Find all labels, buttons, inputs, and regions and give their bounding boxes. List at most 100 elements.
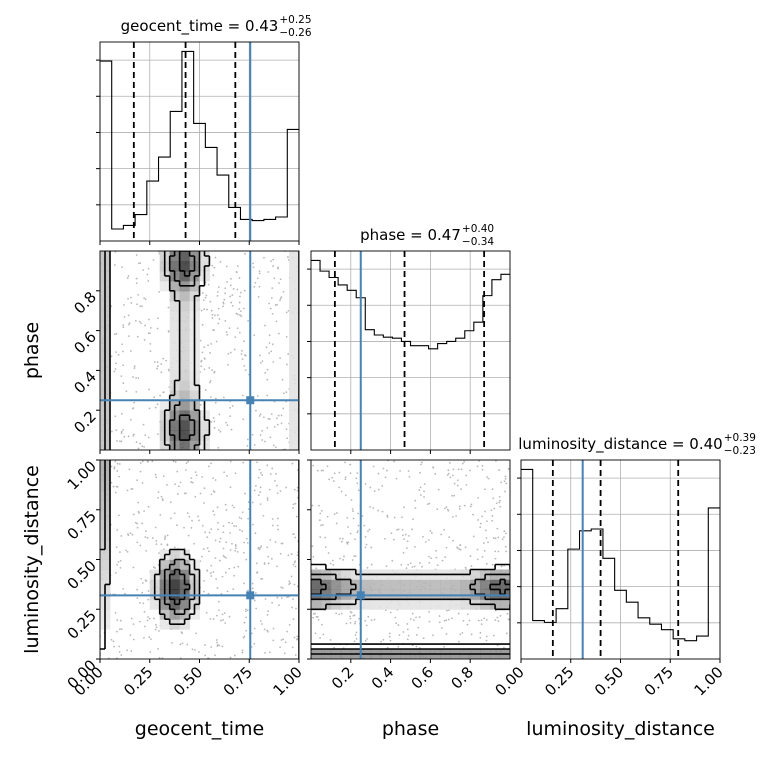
sample-point	[226, 280, 228, 283]
sample-point	[269, 473, 272, 475]
title-geocent_time: geocent_time = 0.43	[121, 17, 279, 36]
sample-point	[503, 530, 506, 533]
sample-point	[241, 349, 244, 352]
sample-point	[452, 539, 454, 542]
sample-point	[122, 303, 125, 306]
sample-point	[287, 554, 290, 557]
sample-point	[461, 462, 464, 465]
sample-point	[477, 619, 480, 622]
sample-point	[354, 634, 357, 636]
sample-point	[499, 505, 502, 508]
sample-point	[293, 583, 296, 586]
sample-point	[138, 320, 141, 323]
sample-point	[276, 303, 278, 306]
sample-point	[369, 505, 371, 508]
sample-point	[500, 481, 503, 484]
sample-point	[485, 562, 488, 565]
sample-point	[279, 490, 282, 493]
sample-point	[224, 287, 227, 290]
sample-point	[115, 362, 117, 365]
sample-point	[344, 461, 346, 464]
sample-point	[468, 619, 471, 622]
sample-point	[340, 490, 343, 493]
sample-point	[224, 292, 226, 295]
sample-point	[113, 645, 115, 648]
sample-point	[125, 549, 127, 552]
sample-point	[130, 488, 133, 490]
sample-point	[116, 619, 119, 622]
sample-point	[267, 271, 270, 273]
sample-point	[136, 588, 139, 591]
sample-point	[275, 320, 278, 323]
sample-point	[119, 440, 121, 443]
sample-point	[492, 634, 495, 637]
sample-point	[135, 282, 138, 285]
sample-point	[270, 297, 273, 299]
density-cell	[410, 579, 421, 590]
sample-point	[172, 460, 175, 463]
sample-point	[294, 565, 297, 568]
sample-point	[255, 562, 258, 565]
sample-point	[113, 467, 116, 470]
sample-point	[424, 541, 427, 543]
sample-point	[137, 377, 140, 379]
sample-point	[209, 352, 212, 354]
sample-point	[136, 597, 139, 599]
title-lower-error: −0.34	[462, 236, 494, 248]
sample-point	[266, 464, 269, 467]
sample-point	[243, 551, 245, 554]
sample-point	[282, 638, 285, 641]
sample-point	[264, 371, 267, 374]
sample-point	[235, 270, 238, 273]
sample-point	[205, 611, 208, 614]
contour-level-2	[178, 251, 196, 441]
sample-point	[130, 296, 132, 299]
sample-point	[120, 412, 123, 415]
sample-point	[266, 368, 269, 371]
sample-point	[147, 616, 149, 618]
sample-point	[139, 305, 142, 308]
sample-point	[207, 283, 210, 286]
sample-point	[381, 510, 384, 513]
sample-point	[316, 616, 319, 618]
sample-point	[259, 434, 262, 436]
sample-point	[284, 641, 287, 644]
sample-point	[321, 623, 323, 626]
sample-point	[225, 509, 228, 511]
sample-point	[280, 296, 283, 299]
sample-point	[354, 555, 357, 558]
sample-point	[418, 489, 421, 491]
contour-level-2	[168, 568, 191, 606]
sample-point	[229, 486, 232, 489]
sample-point	[481, 555, 484, 558]
sample-point	[507, 618, 510, 621]
sample-point	[259, 546, 262, 549]
sample-point	[173, 512, 176, 515]
sample-point	[121, 343, 124, 346]
sample-point	[126, 277, 129, 279]
sample-point	[209, 379, 212, 382]
sample-point	[294, 536, 297, 539]
sample-point	[328, 478, 331, 481]
sample-point	[259, 620, 262, 622]
sample-point	[445, 506, 448, 508]
sample-point	[242, 636, 245, 639]
sample-point	[414, 545, 416, 548]
sample-point	[208, 465, 210, 468]
sample-point	[507, 468, 510, 470]
sample-point	[214, 539, 217, 542]
sample-point	[130, 418, 132, 421]
sample-point	[389, 611, 392, 614]
sample-point	[460, 488, 462, 491]
sample-point	[266, 629, 269, 632]
sample-point	[414, 507, 417, 510]
sample-point	[262, 514, 265, 517]
sample-point	[349, 615, 351, 618]
density	[100, 460, 299, 659]
truth-marker	[246, 396, 255, 405]
sample-point	[445, 609, 448, 612]
sample-point	[115, 332, 118, 335]
sample-point	[357, 489, 360, 492]
sample-point	[266, 630, 269, 633]
sample-point	[322, 633, 325, 636]
